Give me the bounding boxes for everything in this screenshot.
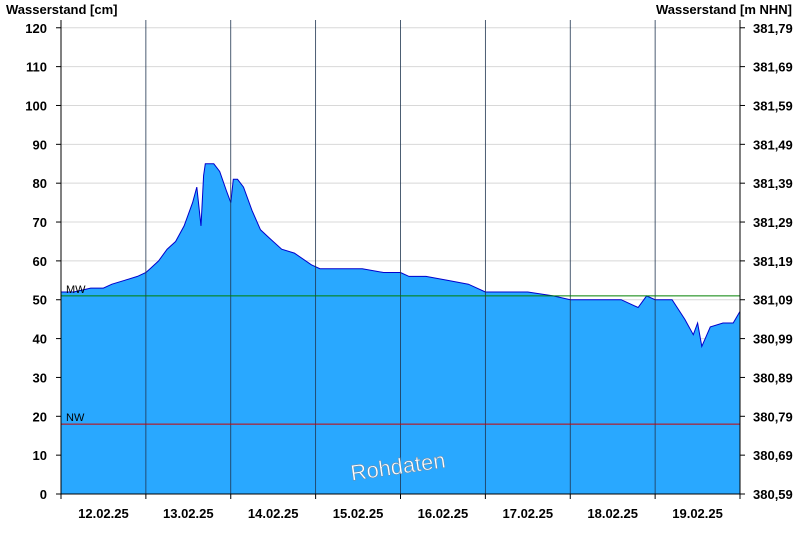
y-tick-label-right-3: 380,89 (753, 370, 793, 385)
y-tick-label-left-4: 40 (33, 332, 47, 347)
y-tick-label-right-6: 381,19 (753, 254, 793, 269)
tick-labels: 0 380,59 10 380,69 20 380,79 30 380,89 40 380,99 5… (25, 21, 792, 521)
y-tick-label-left-3: 30 (33, 370, 47, 385)
y-tick-label-right-0: 380,59 (753, 487, 793, 502)
x-tick-label-7: 19.02.25 (672, 506, 723, 521)
reference-lines: MW NW (61, 284, 740, 425)
y-tick-label-right-7: 381,29 (753, 215, 793, 230)
y-tick-label-left-7: 70 (33, 215, 47, 230)
y-axis-left-title: Wasserstand [cm] (6, 2, 118, 17)
x-tick-label-2: 14.02.25 (248, 506, 299, 521)
x-tick-label-5: 17.02.25 (503, 506, 554, 521)
y-tick-label-right-4: 380,99 (753, 332, 793, 347)
y-tick-label-left-8: 80 (33, 176, 47, 191)
y-tick-label-left-12: 120 (25, 21, 47, 36)
y-tick-label-left-1: 10 (33, 448, 47, 463)
y-tick-label-left-0: 0 (40, 487, 47, 502)
reference-label-mw: MW (66, 284, 86, 296)
y-tick-label-left-9: 90 (33, 137, 47, 152)
y-axis-right-title: Wasserstand [m NHN] (656, 2, 792, 17)
y-tick-label-right-2: 380,79 (753, 409, 793, 424)
y-tick-label-right-8: 381,39 (753, 176, 793, 191)
y-tick-label-right-12: 381,79 (753, 21, 793, 36)
y-tick-label-left-5: 50 (33, 293, 47, 308)
y-tick-label-left-10: 100 (25, 98, 47, 113)
x-tick-label-0: 12.02.25 (78, 506, 129, 521)
y-tick-label-left-6: 60 (33, 254, 47, 269)
x-tick-label-1: 13.02.25 (163, 506, 214, 521)
x-tick-label-3: 15.02.25 (333, 506, 384, 521)
series-line-0 (61, 163, 741, 349)
y-tick-label-right-11: 381,69 (753, 60, 793, 75)
y-tick-label-left-2: 20 (33, 409, 47, 424)
reference-label-nw: NW (66, 412, 85, 424)
y-tick-label-right-9: 381,49 (753, 137, 793, 152)
y-tick-label-right-1: 380,69 (753, 448, 793, 463)
day-separators (145, 20, 656, 494)
y-tick-label-right-5: 381,09 (753, 293, 793, 308)
axes (56, 20, 745, 499)
x-tick-label-6: 18.02.25 (587, 506, 638, 521)
y-tick-label-right-10: 381,59 (753, 98, 793, 113)
y-tick-label-left-11: 110 (26, 60, 47, 75)
x-tick-label-4: 16.02.25 (418, 506, 469, 521)
